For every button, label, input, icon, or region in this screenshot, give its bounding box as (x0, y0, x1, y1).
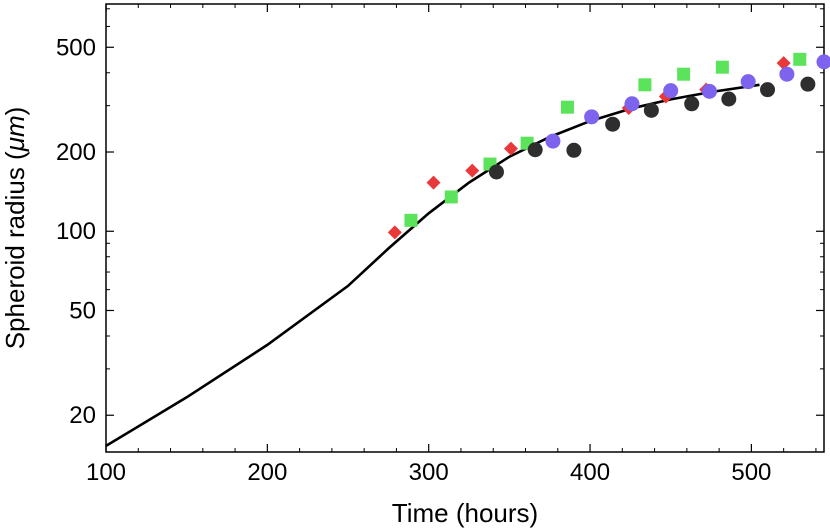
axis-ticks (105, 4, 824, 452)
square-marker (404, 213, 418, 227)
y-tick-label: 500 (56, 34, 96, 61)
y-tick-label: 200 (56, 139, 96, 166)
circle-marker (643, 102, 659, 118)
square-marker (560, 100, 574, 114)
x-tick-label: 300 (409, 459, 449, 486)
circle-marker (721, 91, 737, 107)
diamond-marker (776, 56, 791, 71)
x-tick-label: 200 (247, 459, 287, 486)
axis-tick-labels: 100 200 300 400 500 20 50 100 200 500 (56, 34, 771, 486)
x-axis-label: Time (hours) (392, 498, 538, 528)
square-marker (444, 190, 458, 204)
square-marker (715, 60, 729, 74)
circle-marker (566, 142, 582, 158)
y-axis-label-prefix: Spheroid radius ( (0, 151, 30, 349)
circle-marker (779, 66, 795, 82)
circle-marker (488, 164, 504, 180)
square-marker (638, 78, 652, 92)
circle-marker (760, 82, 776, 98)
circle-marker (605, 116, 621, 132)
circle-marker (545, 133, 561, 149)
circle-marker (663, 83, 679, 99)
circle-marker (740, 74, 756, 90)
y-tick-label: 50 (69, 297, 96, 324)
square-marker (793, 52, 807, 66)
circle-marker (584, 109, 600, 125)
diamond-marker (426, 175, 441, 190)
circle-marker (684, 96, 700, 112)
data-markers (387, 52, 830, 240)
circle-marker (527, 142, 543, 158)
plot-frame (105, 3, 825, 453)
diamond-marker (503, 141, 518, 156)
circle-marker (816, 54, 830, 70)
diamond-marker (387, 225, 402, 240)
square-marker (677, 67, 691, 81)
circle-marker (701, 83, 717, 99)
y-tick-label: 100 (56, 218, 96, 245)
y-axis-label: Spheroid radius (μm) (0, 107, 30, 350)
x-tick-label: 400 (570, 459, 610, 486)
y-tick-label: 20 (69, 402, 96, 429)
x-tick-label: 500 (731, 459, 771, 486)
circle-marker (800, 76, 816, 92)
circle-marker (624, 96, 640, 112)
fit-line (105, 83, 760, 448)
y-axis-label-suffix: ) (0, 107, 30, 116)
diamond-marker (465, 163, 480, 178)
y-axis-label-unit: μm (0, 115, 30, 152)
x-tick-label: 100 (86, 459, 126, 486)
